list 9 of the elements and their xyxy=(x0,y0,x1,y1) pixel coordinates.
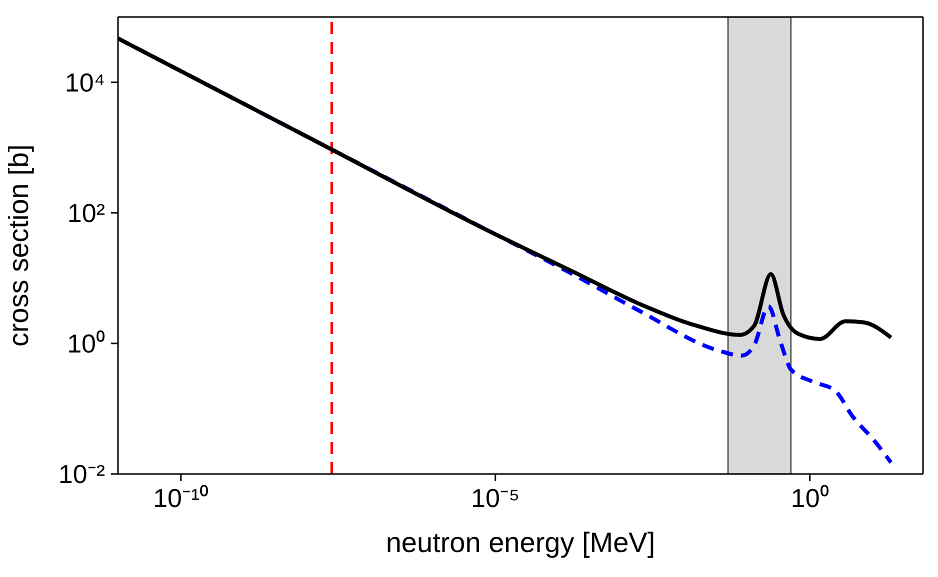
x-tick-label: 10⁻⁵ xyxy=(471,483,520,513)
x-axis-title: neutron energy [MeV] xyxy=(386,527,656,558)
x-tick-label: 10⁰ xyxy=(790,483,829,513)
y-tick-label: 10⁻² xyxy=(58,459,106,489)
y-tick-label: 10⁴ xyxy=(64,67,105,98)
y-tick-label: 10² xyxy=(67,198,106,228)
x-tick-label: 10⁻¹⁰ xyxy=(153,483,209,513)
y-axis-title: cross section [b] xyxy=(2,144,34,347)
y-tick-label: 10⁰ xyxy=(67,328,105,358)
